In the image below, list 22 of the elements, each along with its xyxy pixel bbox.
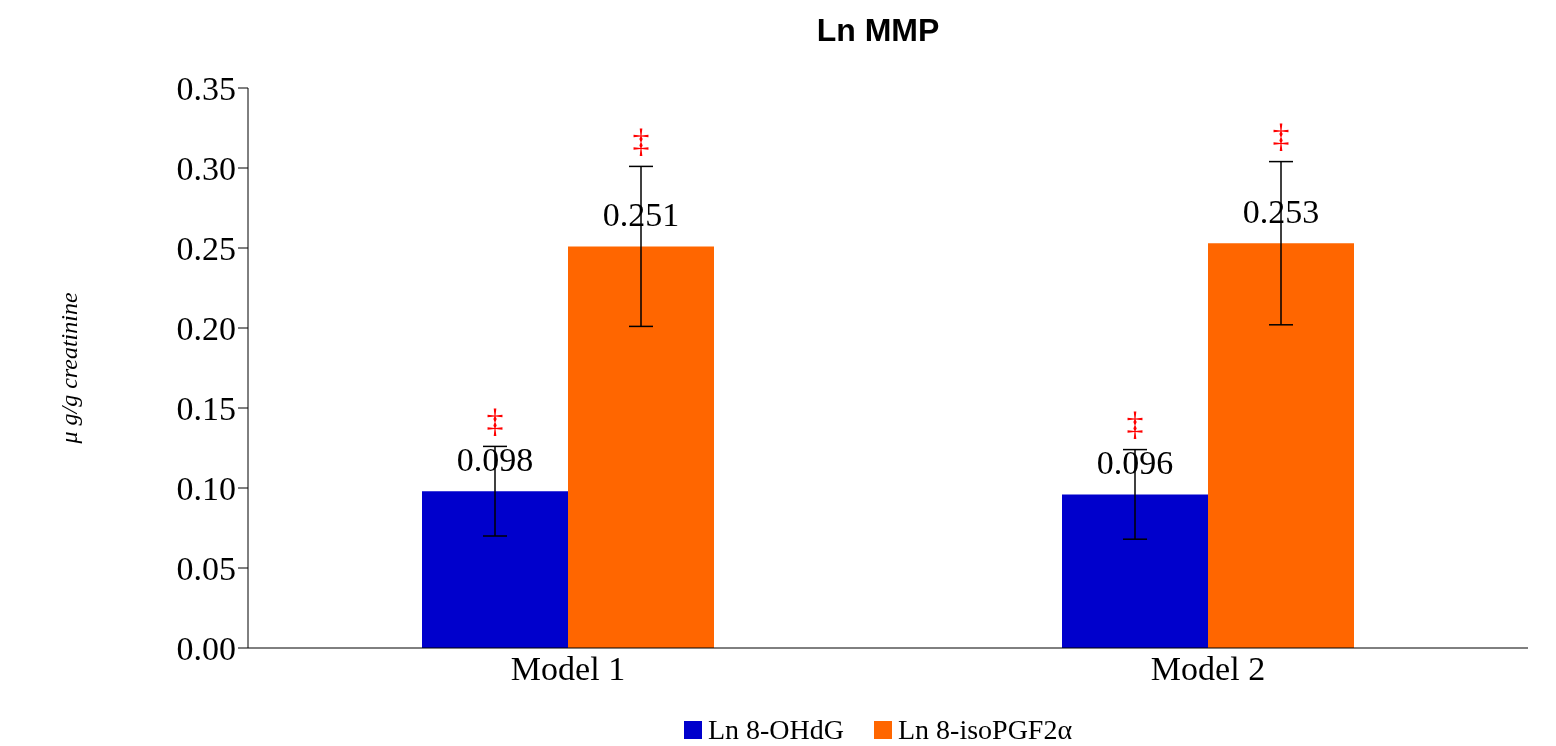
y-tick-label: 0.30	[176, 150, 236, 188]
annotation: ‡	[632, 122, 650, 160]
y-tick-label: 0.15	[176, 390, 236, 428]
x-tick-label: Model 2	[1150, 650, 1266, 688]
legend-label: Ln 8-OHdG	[707, 714, 844, 746]
bar	[568, 246, 714, 648]
y-tick-label: 0.20	[176, 310, 236, 348]
y-tick-label: 0.05	[176, 550, 236, 588]
y-tick-label: 0.35	[176, 70, 236, 108]
annotation: ‡	[1126, 405, 1144, 443]
x-tick-label: Model 1	[510, 650, 626, 688]
chart-title: Ln MMP	[815, 11, 941, 50]
annotation: ‡	[486, 402, 504, 440]
y-tick-label: 0.00	[176, 630, 236, 668]
bar	[1208, 243, 1354, 648]
legend-label: Ln 8-isoPGF2α	[897, 714, 1073, 746]
bar	[1062, 494, 1208, 648]
y-axis-title: μ g/g creatinine	[55, 292, 82, 445]
y-tick-label: 0.10	[176, 470, 236, 508]
y-tick-label: 0.25	[176, 230, 236, 268]
bar	[422, 491, 568, 648]
annotation: ‡	[1272, 117, 1290, 155]
